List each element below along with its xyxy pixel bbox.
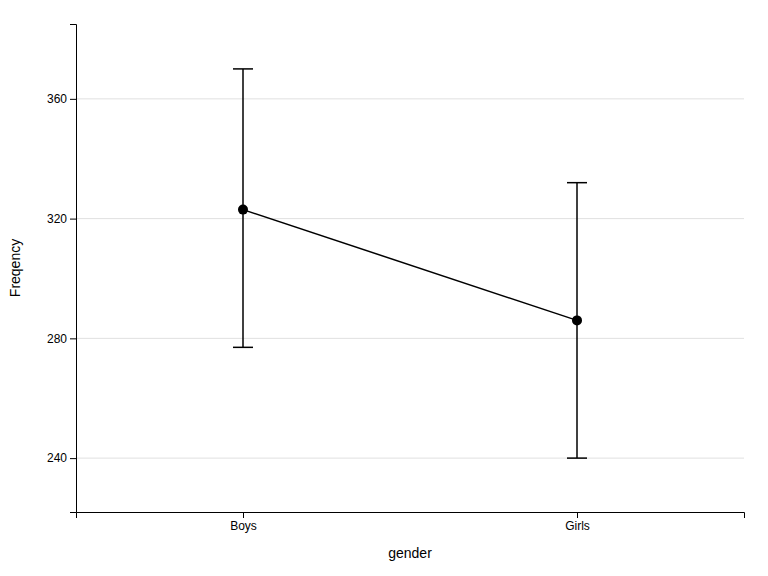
x-tick: Girls: [565, 512, 590, 533]
x-tick: Boys: [230, 512, 257, 533]
y-tick-mark: [70, 99, 76, 100]
x-tick-mark: [243, 512, 244, 518]
y-tick: 320: [47, 212, 76, 226]
grid: [76, 99, 744, 458]
y-tick-label: 320: [47, 212, 67, 226]
y-tick-mark: [70, 219, 76, 220]
error-bar-cap-lower: [567, 457, 587, 459]
x-axis: Boys Girls: [77, 512, 745, 533]
point: [238, 205, 248, 215]
y-tick-label: 280: [47, 332, 67, 346]
x-tick-mark: [577, 512, 578, 518]
x-tick-label: Boys: [230, 519, 257, 533]
plot-area: 240 280 320 360 Boys Girls: [47, 25, 745, 533]
chart: 240 280 320 360 Boys Girls gender Freqency: [0, 0, 768, 576]
error-bar-cap-upper: [233, 68, 253, 70]
y-tick-label: 360: [47, 92, 67, 106]
x-axis-title: gender: [388, 545, 432, 561]
mean-line: [243, 210, 577, 321]
grid-line: [76, 218, 744, 219]
grid-line: [76, 458, 744, 459]
error-bar: [233, 69, 253, 347]
point: [572, 315, 582, 325]
y-tick-label: 240: [47, 451, 67, 465]
x-axis-line: [77, 513, 745, 519]
error-bar-cap-upper: [567, 182, 587, 184]
grid-line: [76, 338, 744, 339]
x-tick-label: Girls: [565, 519, 590, 533]
error-bar: [567, 183, 587, 458]
y-axis-title: Freqency: [7, 239, 23, 297]
y-tick: 240: [47, 451, 76, 465]
error-bar-cap-lower: [233, 347, 253, 349]
y-tick: 360: [47, 92, 76, 106]
y-tick-mark: [70, 458, 76, 459]
grid-line: [76, 98, 744, 99]
marks: [233, 69, 587, 458]
y-tick: 280: [47, 332, 76, 346]
y-axis-line: [70, 25, 77, 513]
y-axis: 240 280 320 360: [47, 25, 77, 513]
y-tick-mark: [70, 338, 76, 339]
